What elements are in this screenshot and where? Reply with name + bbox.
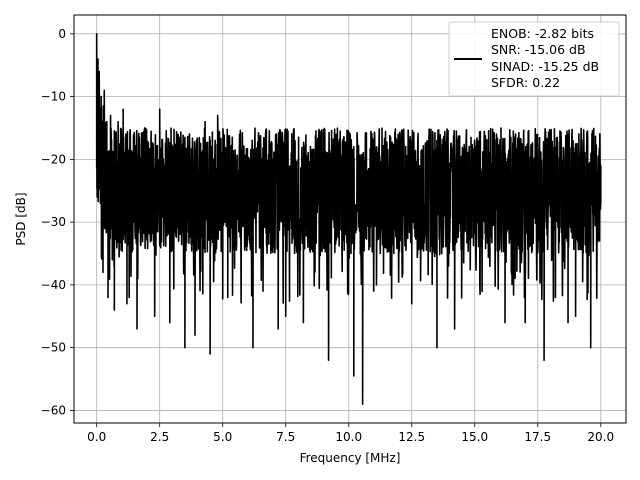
y-axis-ticks: 0 −10 −20 −30 −40 −50 −60 [41, 27, 74, 417]
x-tick-label: 7.5 [276, 430, 295, 444]
x-tick-label: 20.0 [587, 430, 614, 444]
y-tick-label: −20 [41, 152, 66, 166]
axes-frame [73, 14, 627, 424]
y-tick-label: 0 [58, 27, 66, 41]
y-axis-label: PSD [dB] [14, 192, 28, 245]
legend-sfdr: SFDR: 0.22 [491, 75, 560, 90]
x-tick-label: 17.5 [524, 430, 551, 444]
x-tick-label: 5.0 [213, 430, 232, 444]
y-tick-label: −10 [41, 90, 66, 104]
y-tick-label: −60 [41, 403, 66, 417]
plot-area [95, 33, 602, 405]
x-tick-label: 2.5 [150, 430, 169, 444]
x-axis-ticks: 0.0 2.5 5.0 7.5 10.0 12.5 15.0 17.5 20.0 [87, 423, 614, 444]
y-tick-label: −40 [41, 278, 66, 292]
legend: ENOB: -2.82 bits SNR: -15.06 dB SINAD: -… [448, 21, 620, 97]
x-axis-label: Frequency [MHz] [300, 451, 401, 465]
x-tick-label: 10.0 [335, 430, 362, 444]
legend-box [448, 21, 620, 97]
legend-enob: ENOB: -2.82 bits [491, 26, 594, 41]
legend-snr: SNR: -15.06 dB [491, 42, 586, 57]
x-tick-label: 12.5 [398, 430, 425, 444]
legend-sinad: SINAD: -15.25 dB [491, 59, 599, 74]
y-tick-label: −30 [41, 215, 66, 229]
x-tick-label: 15.0 [461, 430, 488, 444]
x-tick-label: 0.0 [87, 430, 106, 444]
psd-series-line [95, 33, 602, 405]
y-tick-label: −50 [41, 341, 66, 355]
